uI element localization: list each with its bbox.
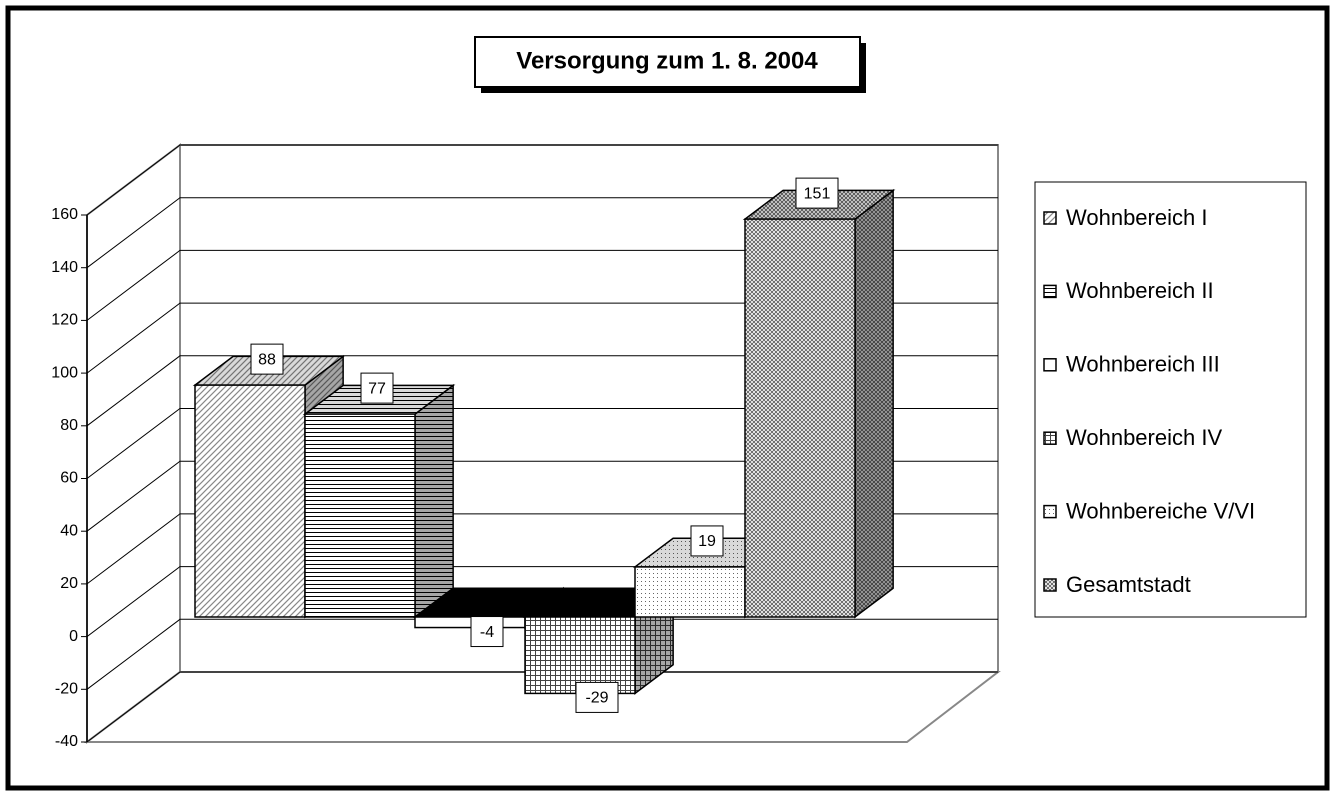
data-label: 88: [258, 351, 276, 368]
title-box: [474, 36, 861, 88]
grid-line: [86, 302, 998, 374]
bar-side-shade: [855, 190, 894, 618]
bar-front: [194, 384, 306, 618]
grid-line: [86, 408, 998, 479]
data-label: 19: [698, 533, 716, 550]
chart-title: Versorgung zum 1. 8. 2004: [516, 47, 818, 74]
legend-swatch: [1043, 358, 1057, 372]
legend-swatch: [1043, 504, 1057, 519]
bar: [742, 188, 896, 619]
data-label: 77: [368, 380, 386, 397]
grid-line: [86, 513, 998, 585]
bar-front: [304, 413, 416, 618]
legend-swatch: [1043, 284, 1057, 299]
legend-label: Wohnbereiche V/VI: [1066, 498, 1255, 523]
y-tick-label: -20: [55, 681, 78, 698]
bar: [302, 383, 456, 619]
legend-swatch: [1043, 431, 1057, 445]
data-label-box: [470, 616, 504, 648]
legend-swatch: [1043, 578, 1057, 592]
legend-swatch: [1043, 211, 1057, 225]
y-tick-label: 100: [51, 364, 78, 381]
data-label: 151: [804, 185, 831, 202]
legend-label: Gesamtstadt: [1066, 572, 1191, 597]
grid-line: [86, 197, 998, 269]
grid-line: [86, 671, 998, 743]
grid-line: [86, 355, 998, 427]
data-label: -29: [585, 690, 608, 707]
bar-front: [414, 616, 526, 629]
y-tick-label: 40: [60, 522, 78, 539]
grid-line: [86, 618, 998, 690]
data-label-box: [575, 681, 619, 713]
legend-label: Wohnbereich IV: [1066, 425, 1222, 450]
bar-front: [634, 566, 746, 618]
y-tick-label: 120: [51, 312, 78, 329]
bar-side-shade: [415, 385, 454, 617]
grid-line: [86, 249, 998, 321]
data-label-box: [360, 372, 394, 404]
y-tick-label: 0: [69, 628, 78, 645]
grid-line: [86, 144, 998, 216]
bar-front: [744, 218, 856, 618]
legend-label: Wohnbereich II: [1066, 278, 1214, 303]
y-tick-label: 60: [60, 470, 78, 487]
data-label-box: [250, 343, 284, 375]
y-tick-label: -40: [55, 733, 78, 750]
bar-front: [524, 616, 636, 695]
legend-label: Wohnbereich III: [1066, 352, 1220, 377]
y-tick-label: 160: [51, 206, 78, 223]
y-tick-label: 140: [51, 259, 78, 276]
data-label: -4: [480, 624, 494, 641]
legend-label: Wohnbereich I: [1066, 205, 1207, 230]
y-tick-label: 20: [60, 575, 78, 592]
grid-line: [86, 460, 998, 532]
legend-box: [1034, 181, 1307, 618]
data-label-box: [795, 177, 839, 209]
y-tick-label: 80: [60, 417, 78, 434]
data-label-box: [690, 525, 724, 557]
